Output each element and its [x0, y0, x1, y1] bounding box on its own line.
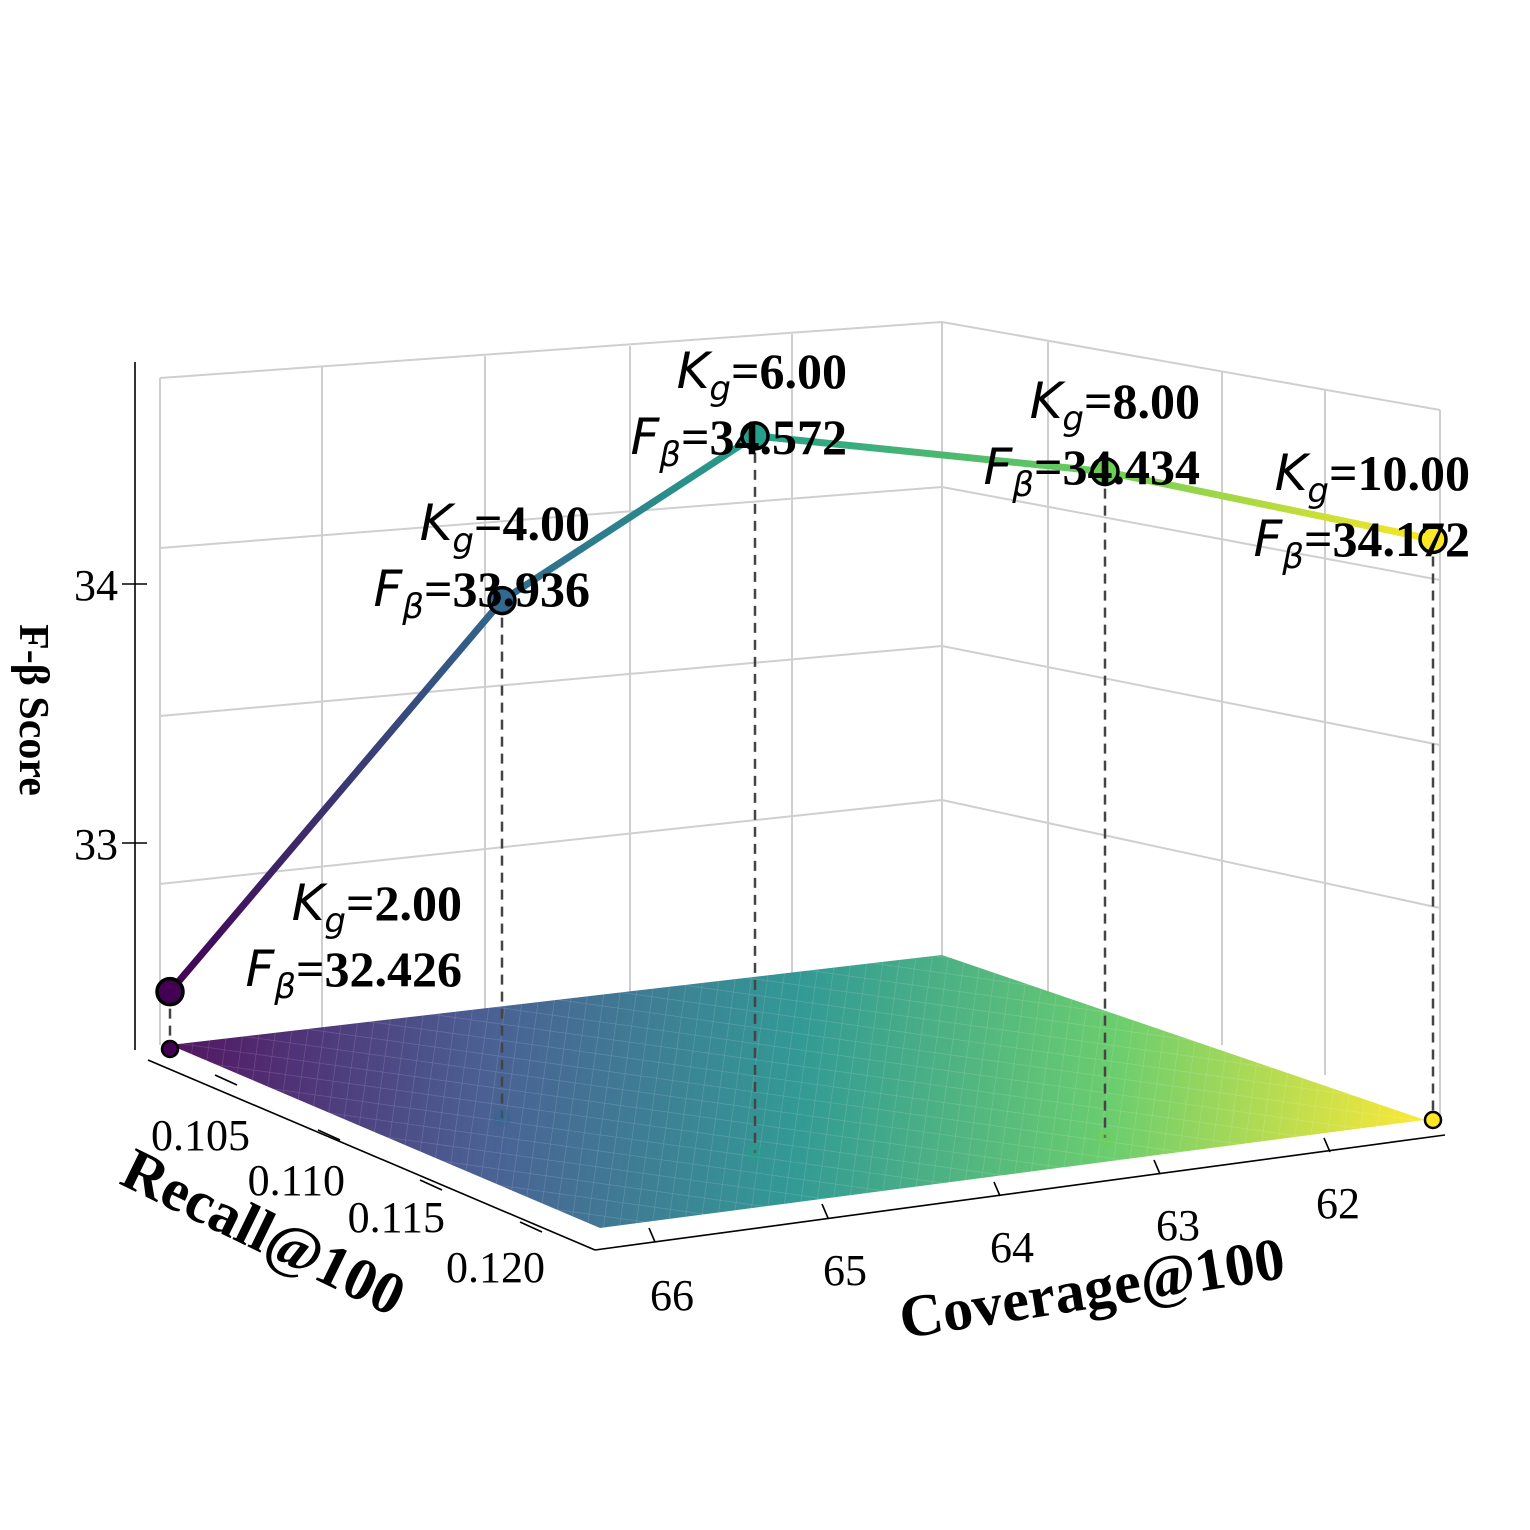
data-point — [1418, 524, 1448, 555]
annotation-kg: Kg=2.00 — [292, 874, 462, 941]
annotations: Kg=2.00Fβ=32.426Kg=4.00Fβ=33.936Kg=6.00F… — [246, 342, 1470, 1007]
data-point — [487, 585, 517, 616]
floor-projection-point — [1423, 1110, 1443, 1130]
tick-marks — [122, 583, 1331, 1243]
y-tick-label: 65 — [823, 1246, 867, 1295]
line-segment — [751, 432, 1109, 476]
z-tick-label: 33 — [74, 820, 118, 869]
series-markers — [155, 421, 1448, 1007]
annotation-fbeta: Fβ=32.426 — [246, 940, 462, 1007]
y-tick — [821, 1203, 829, 1219]
y-tick — [993, 1181, 1001, 1197]
annotation-fbeta: Fβ=33.936 — [374, 560, 590, 627]
y-axis-title: Coverage@100 — [895, 1225, 1290, 1351]
floor-projection-point — [160, 1039, 180, 1059]
x-tick-label: 0.110 — [248, 1156, 345, 1205]
annotation-kg: Kg=8.00 — [1030, 372, 1200, 439]
y-tick — [1323, 1137, 1331, 1153]
x-tick — [214, 1074, 238, 1086]
x-tick — [519, 1221, 543, 1233]
series-line — [166, 432, 1437, 996]
line-segment — [166, 597, 506, 996]
drop-lines — [160, 435, 1443, 1162]
annotation-fbeta: Fβ=34.572 — [631, 408, 847, 475]
annotation-fbeta: Fβ=34.434 — [984, 438, 1200, 505]
y-tick-label: 66 — [650, 1271, 694, 1320]
y-tick — [648, 1227, 656, 1243]
annotation-kg: Kg=4.00 — [420, 494, 590, 561]
line-segment — [498, 432, 759, 605]
data-point — [740, 421, 770, 451]
surface-mesh-overlay — [170, 955, 1425, 1228]
floor-projection-point — [493, 1109, 511, 1127]
axes — [134, 362, 1446, 1251]
z-axis-title: F-β Score — [10, 624, 56, 796]
data-point — [1090, 456, 1120, 487]
x-tick-label: 0.105 — [151, 1111, 250, 1160]
back-grid — [159, 321, 1441, 1120]
y-tick-label: 64 — [990, 1223, 1034, 1272]
x-tick — [317, 1129, 341, 1141]
annotation-fbeta: Fβ=34.172 — [1254, 510, 1470, 577]
floor-projection-point — [1096, 1129, 1114, 1147]
x-tick-label: 0.120 — [446, 1243, 545, 1292]
floor-projection-point — [746, 1144, 764, 1162]
y-tick — [1153, 1159, 1161, 1175]
line-segment — [1101, 468, 1437, 543]
x-tick-label: 0.115 — [348, 1193, 445, 1242]
data-point — [155, 976, 185, 1007]
x-tick — [419, 1179, 443, 1191]
y-tick-label: 63 — [1156, 1201, 1200, 1250]
annotation-kg: Kg=10.00 — [1275, 444, 1470, 511]
annotation-kg: Kg=6.00 — [677, 342, 847, 409]
z-tick-label: 34 — [74, 561, 118, 610]
y-tick-label: 62 — [1316, 1179, 1360, 1228]
